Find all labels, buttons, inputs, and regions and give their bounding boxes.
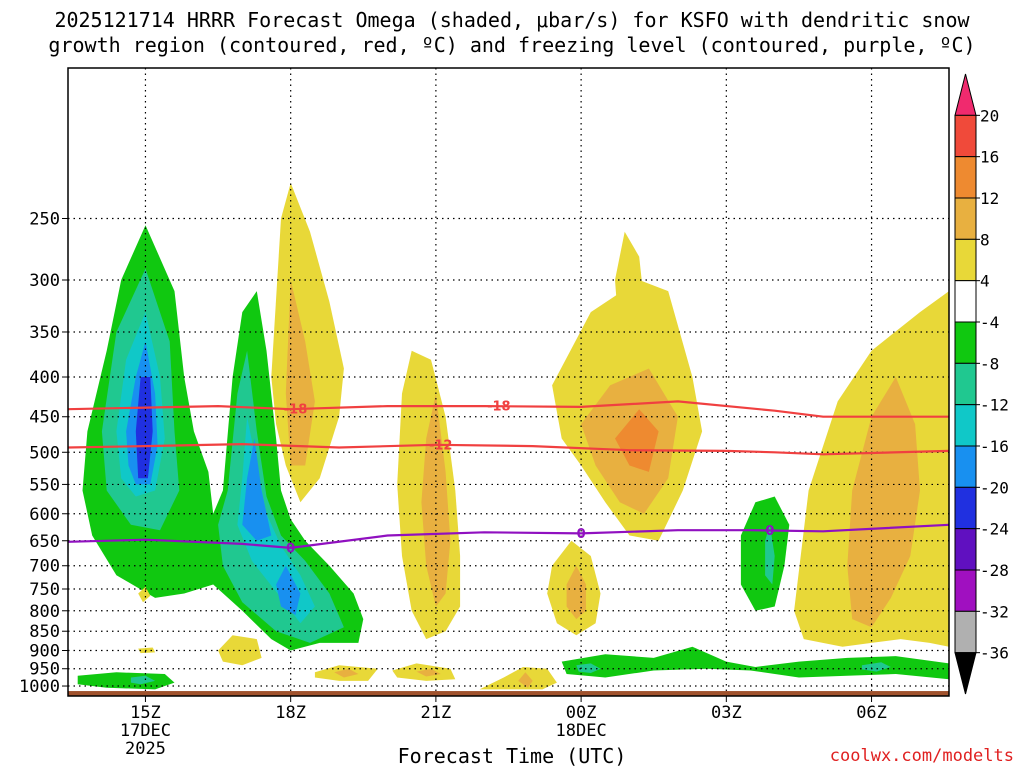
- chart-title-line-2: growth region (contoured, red, ºC) and f…: [48, 33, 976, 57]
- colorbar-label: 16: [980, 148, 999, 167]
- y-tick-label: 900: [29, 641, 60, 661]
- colorbar-swatch: [954, 197, 977, 240]
- colorbar-swatch: [954, 238, 977, 282]
- x-tick-label: 18Z: [275, 703, 306, 723]
- x-tick-date: 17DEC: [120, 721, 171, 741]
- omega-pos-8-i: [518, 672, 533, 688]
- grid-lines: [68, 68, 949, 696]
- y-tick-label: 950: [29, 660, 60, 680]
- y-tick-label: 850: [29, 622, 60, 642]
- omega-neg-12-mid: [218, 350, 344, 643]
- colorbar-label: -24: [980, 520, 1009, 539]
- y-tick-label: 500: [29, 443, 60, 463]
- colorbar-label: 12: [980, 189, 999, 208]
- omega-pos-4-i: [479, 667, 557, 690]
- omega-neg-12-e: [765, 524, 775, 585]
- y-tick-label: 600: [29, 505, 60, 525]
- omega-neg-24: [135, 377, 153, 479]
- omega-pos-8-g: [334, 668, 359, 678]
- freezing-level-line: [68, 523, 949, 550]
- colorbar-swatch: [954, 280, 977, 323]
- colorbar-swatch: [954, 321, 977, 364]
- y-axis: 2503003504004505005506006507007508008509…: [19, 210, 68, 697]
- freezing-level-label: 0: [765, 524, 774, 539]
- x-tick-label: 15Z: [130, 703, 161, 723]
- omega-pos-8-h: [416, 668, 441, 677]
- x-tick-label: 06Z: [856, 703, 887, 723]
- omega-shading: [77, 183, 949, 690]
- colorbar-swatch: [954, 404, 977, 447]
- colorbar-label: 4: [980, 272, 990, 291]
- freezing-level-label: 0: [577, 527, 586, 542]
- dendritic-upper-label: -18: [284, 403, 308, 418]
- colorbar-swatch: [954, 445, 977, 488]
- colorbar-swatch: [954, 528, 977, 571]
- omega-neg-20-mid: [242, 438, 272, 541]
- colorbar-label: -32: [980, 602, 1009, 621]
- x-tick-label: 21Z: [421, 703, 452, 723]
- chart-title-line-1: 2025121714 HRRR Forecast Omega (shaded, …: [54, 8, 970, 32]
- dendritic-upper-line: [68, 400, 949, 418]
- colorbar-label: -20: [980, 478, 1009, 497]
- omega-pos-4-k: [138, 647, 156, 654]
- y-tick-label: 650: [29, 532, 60, 552]
- ground-layer: [68, 691, 949, 696]
- omega-pos-12-c: [615, 409, 659, 472]
- y-tick-label: 250: [29, 210, 60, 230]
- colorbar-label: -4: [980, 313, 999, 332]
- colorbar-swatch: [954, 114, 977, 158]
- x-axis-title: Forecast Time (UTC): [397, 744, 627, 768]
- colorbar-swatch: [954, 156, 977, 199]
- colorbar-label: 8: [980, 230, 990, 249]
- omega-neg-12-low: [576, 663, 601, 673]
- colorbar-label: -12: [980, 396, 1009, 415]
- dendritic-upper-label: -18: [487, 400, 511, 415]
- colorbar-swatch: [954, 362, 977, 406]
- x-tick-label: 00Z: [566, 703, 597, 723]
- freezing-level-label: 0: [286, 541, 295, 556]
- omega-pos-8-e: [847, 377, 920, 628]
- contour-lines: -18 -18 -12 0 0 0: [68, 400, 949, 556]
- omega-neg-20-low: [276, 565, 301, 615]
- y-tick-label: 300: [29, 271, 60, 291]
- colorbar-label: -36: [980, 644, 1009, 663]
- colorbar-swatch: [954, 610, 977, 654]
- x-tick-year: 2025: [125, 739, 166, 759]
- colorbar-label: -8: [980, 354, 999, 373]
- dendritic-lower-line: [68, 442, 949, 456]
- y-tick-label: 350: [29, 323, 60, 343]
- omega-neg-12-low2: [861, 662, 891, 672]
- omega-neg-8-sfc: [77, 672, 175, 690]
- omega-pos-8-a: [285, 280, 315, 466]
- colorbar-top-arrow: [954, 73, 977, 116]
- colorbar-swatch: [954, 486, 977, 530]
- plot-frame: [67, 67, 950, 697]
- y-tick-label: 1000: [19, 677, 60, 697]
- omega-pos-4-l: [939, 631, 949, 643]
- x-tick-date: 18DEC: [556, 721, 607, 741]
- omega-pos-8-b: [421, 393, 451, 607]
- colorbar: 20 16 12 8 4 -4 -8 -12 -16 -20 -24 -28 -32 -36: [954, 73, 1009, 695]
- colorbar-label: -28: [980, 561, 1009, 580]
- y-tick-label: 550: [29, 475, 60, 495]
- y-tick-label: 800: [29, 602, 60, 622]
- colorbar-label: 20: [980, 106, 999, 125]
- y-tick-label: 400: [29, 368, 60, 388]
- colorbar-label: -16: [980, 437, 1009, 456]
- omega-neg-8-low: [561, 646, 949, 680]
- y-tick-label: 450: [29, 408, 60, 428]
- credit-link[interactable]: coolwx.com/modelts: [829, 746, 1014, 766]
- dendritic-lower-label: -12: [429, 438, 453, 453]
- x-tick-label: 03Z: [711, 703, 742, 723]
- y-tick-label: 750: [29, 580, 60, 600]
- colorbar-bottom-arrow: [954, 652, 977, 695]
- y-tick-label: 700: [29, 557, 60, 577]
- colorbar-swatch: [954, 569, 977, 612]
- plot-area: -18 -18 -12 0 0 0: [68, 68, 949, 696]
- omega-neg-12-sfc: [130, 675, 156, 685]
- omega-pos-4-j: [138, 586, 151, 603]
- omega-pos-8-d: [566, 565, 586, 620]
